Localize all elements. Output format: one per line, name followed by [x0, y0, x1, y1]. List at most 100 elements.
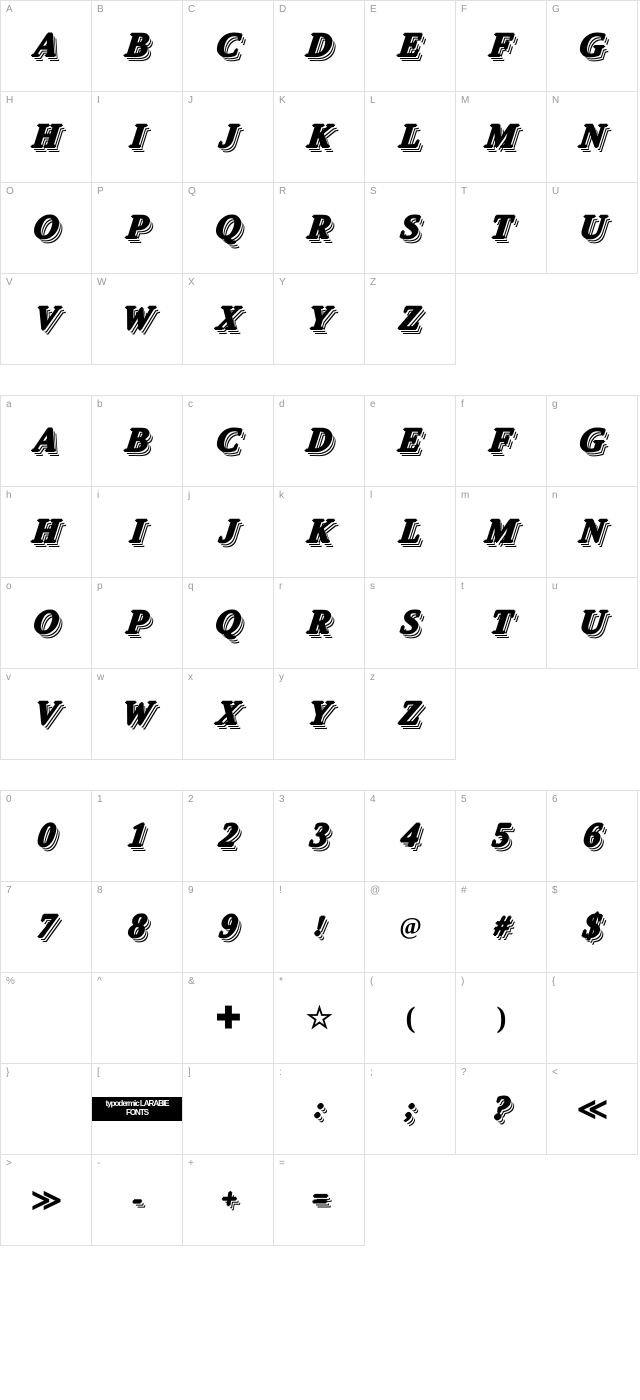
- glyph-cell-label: :: [279, 1067, 282, 1078]
- glyph-cell: 33: [274, 791, 365, 882]
- glyph-cell: DD: [274, 1, 365, 92]
- glyph-cell-label: 0: [6, 794, 12, 805]
- glyph-cell-label: s: [370, 581, 375, 592]
- glyph-cell: &✚: [183, 973, 274, 1064]
- glyph-cell-label: O: [6, 186, 14, 197]
- glyph: 2: [217, 817, 238, 855]
- glyph: :: [313, 1093, 326, 1125]
- glyph-cell-label: [: [97, 1067, 100, 1078]
- glyph: 6: [581, 817, 602, 855]
- glyph-cell: *☆: [274, 973, 365, 1064]
- glyph-cell: [typodermic LARABIE FONTS: [92, 1064, 183, 1155]
- glyph: K: [305, 513, 332, 551]
- glyph-cell: 11: [92, 791, 183, 882]
- glyph-cell: iI: [92, 487, 183, 578]
- glyph: ): [497, 1001, 506, 1035]
- glyph: Z: [397, 695, 422, 733]
- glyph-cell: ((: [365, 973, 456, 1064]
- glyph-cell-label: 1: [97, 794, 103, 805]
- glyph-cell-label: T: [461, 186, 467, 197]
- glyph-cell: @@: [365, 882, 456, 973]
- glyph-cell: 00: [1, 791, 92, 882]
- glyph-cell-label: K: [279, 95, 286, 106]
- glyph: R: [305, 604, 332, 642]
- glyph-cell: hH: [1, 487, 92, 578]
- glyph-cell: }: [1, 1064, 92, 1155]
- glyph-cell: kK: [274, 487, 365, 578]
- glyph-cell: 88: [92, 882, 183, 973]
- glyph: F: [487, 422, 514, 460]
- glyph-cell: ::: [274, 1064, 365, 1155]
- glyph: ?: [490, 1090, 511, 1128]
- glyph-cell: RR: [274, 183, 365, 274]
- glyph: +: [218, 1184, 237, 1216]
- glyph-cell: UU: [547, 183, 638, 274]
- glyph-cell: EE: [365, 1, 456, 92]
- glyph-cell: JJ: [183, 92, 274, 183]
- glyph: (: [406, 1001, 415, 1035]
- glyph-cell-label: 2: [188, 794, 194, 805]
- glyph-cell: ]: [183, 1064, 274, 1155]
- glyph: P: [124, 604, 149, 642]
- glyph: U: [578, 604, 607, 642]
- glyph: J: [217, 513, 238, 551]
- glyph-cell: ++: [183, 1155, 274, 1246]
- glyph-cell: TT: [456, 183, 547, 274]
- glyph: H: [31, 118, 62, 156]
- glyph: B: [123, 422, 150, 460]
- glyph-cell-label: G: [552, 4, 560, 15]
- glyph-cell: SS: [365, 183, 456, 274]
- glyph-cell: GG: [547, 1, 638, 92]
- glyph-cell-label: 5: [461, 794, 467, 805]
- glyph-cell-label: g: [552, 399, 558, 410]
- glyph: #: [492, 911, 509, 943]
- glyph-cell: BB: [92, 1, 183, 92]
- glyph-cell-label: i: [97, 490, 99, 501]
- glyph: !: [312, 911, 326, 943]
- glyph-cell-label: S: [370, 186, 377, 197]
- glyph-cell: yY: [274, 669, 365, 760]
- glyph-cell: 55: [456, 791, 547, 882]
- glyph-cell-label: Z: [370, 277, 376, 288]
- glyph: U: [578, 209, 607, 247]
- glyph: W: [120, 300, 155, 338]
- glyph-cell: !!: [274, 882, 365, 973]
- glyph: N: [578, 118, 607, 156]
- glyph: 9: [217, 908, 238, 946]
- glyph-cell-label: &: [188, 976, 195, 987]
- glyph-cell-label: v: [6, 672, 11, 683]
- glyph-cell: QQ: [183, 183, 274, 274]
- glyph-cell-label: P: [97, 186, 104, 197]
- glyph-cell: ??: [456, 1064, 547, 1155]
- glyph: V: [32, 695, 59, 733]
- glyph-cell-label: >: [6, 1158, 12, 1169]
- glyph-cell: KK: [274, 92, 365, 183]
- glyph-cell: aA: [1, 396, 92, 487]
- glyph-cell: 44: [365, 791, 456, 882]
- glyph-cell: cC: [183, 396, 274, 487]
- glyph-cell-label: 4: [370, 794, 376, 805]
- glyph-cell: 66: [547, 791, 638, 882]
- glyph: 0: [35, 817, 56, 855]
- glyph: K: [305, 118, 332, 156]
- glyph-cell-label: o: [6, 581, 12, 592]
- glyph: T: [488, 209, 513, 247]
- glyph: ≫: [31, 1183, 61, 1218]
- glyph-cell: NN: [547, 92, 638, 183]
- glyph-cell-label: U: [552, 186, 559, 197]
- glyph-cell: wW: [92, 669, 183, 760]
- glyph: Q: [214, 604, 243, 642]
- glyph-cell-label: ): [461, 976, 464, 987]
- glyph: =: [309, 1184, 328, 1216]
- glyph-cell-label: n: [552, 490, 558, 501]
- glyph-cell-label: l: [370, 490, 372, 501]
- glyph: A: [32, 422, 59, 460]
- glyph: M: [484, 118, 519, 156]
- glyph-cell-label: ^: [97, 976, 102, 987]
- glyph-cell-label: z: [370, 672, 375, 683]
- glyph-cell-label: b: [97, 399, 103, 410]
- glyph-cell: lL: [365, 487, 456, 578]
- glyph: 7: [35, 908, 56, 946]
- glyph: @: [399, 914, 420, 941]
- glyph-cell-label: A: [6, 4, 13, 15]
